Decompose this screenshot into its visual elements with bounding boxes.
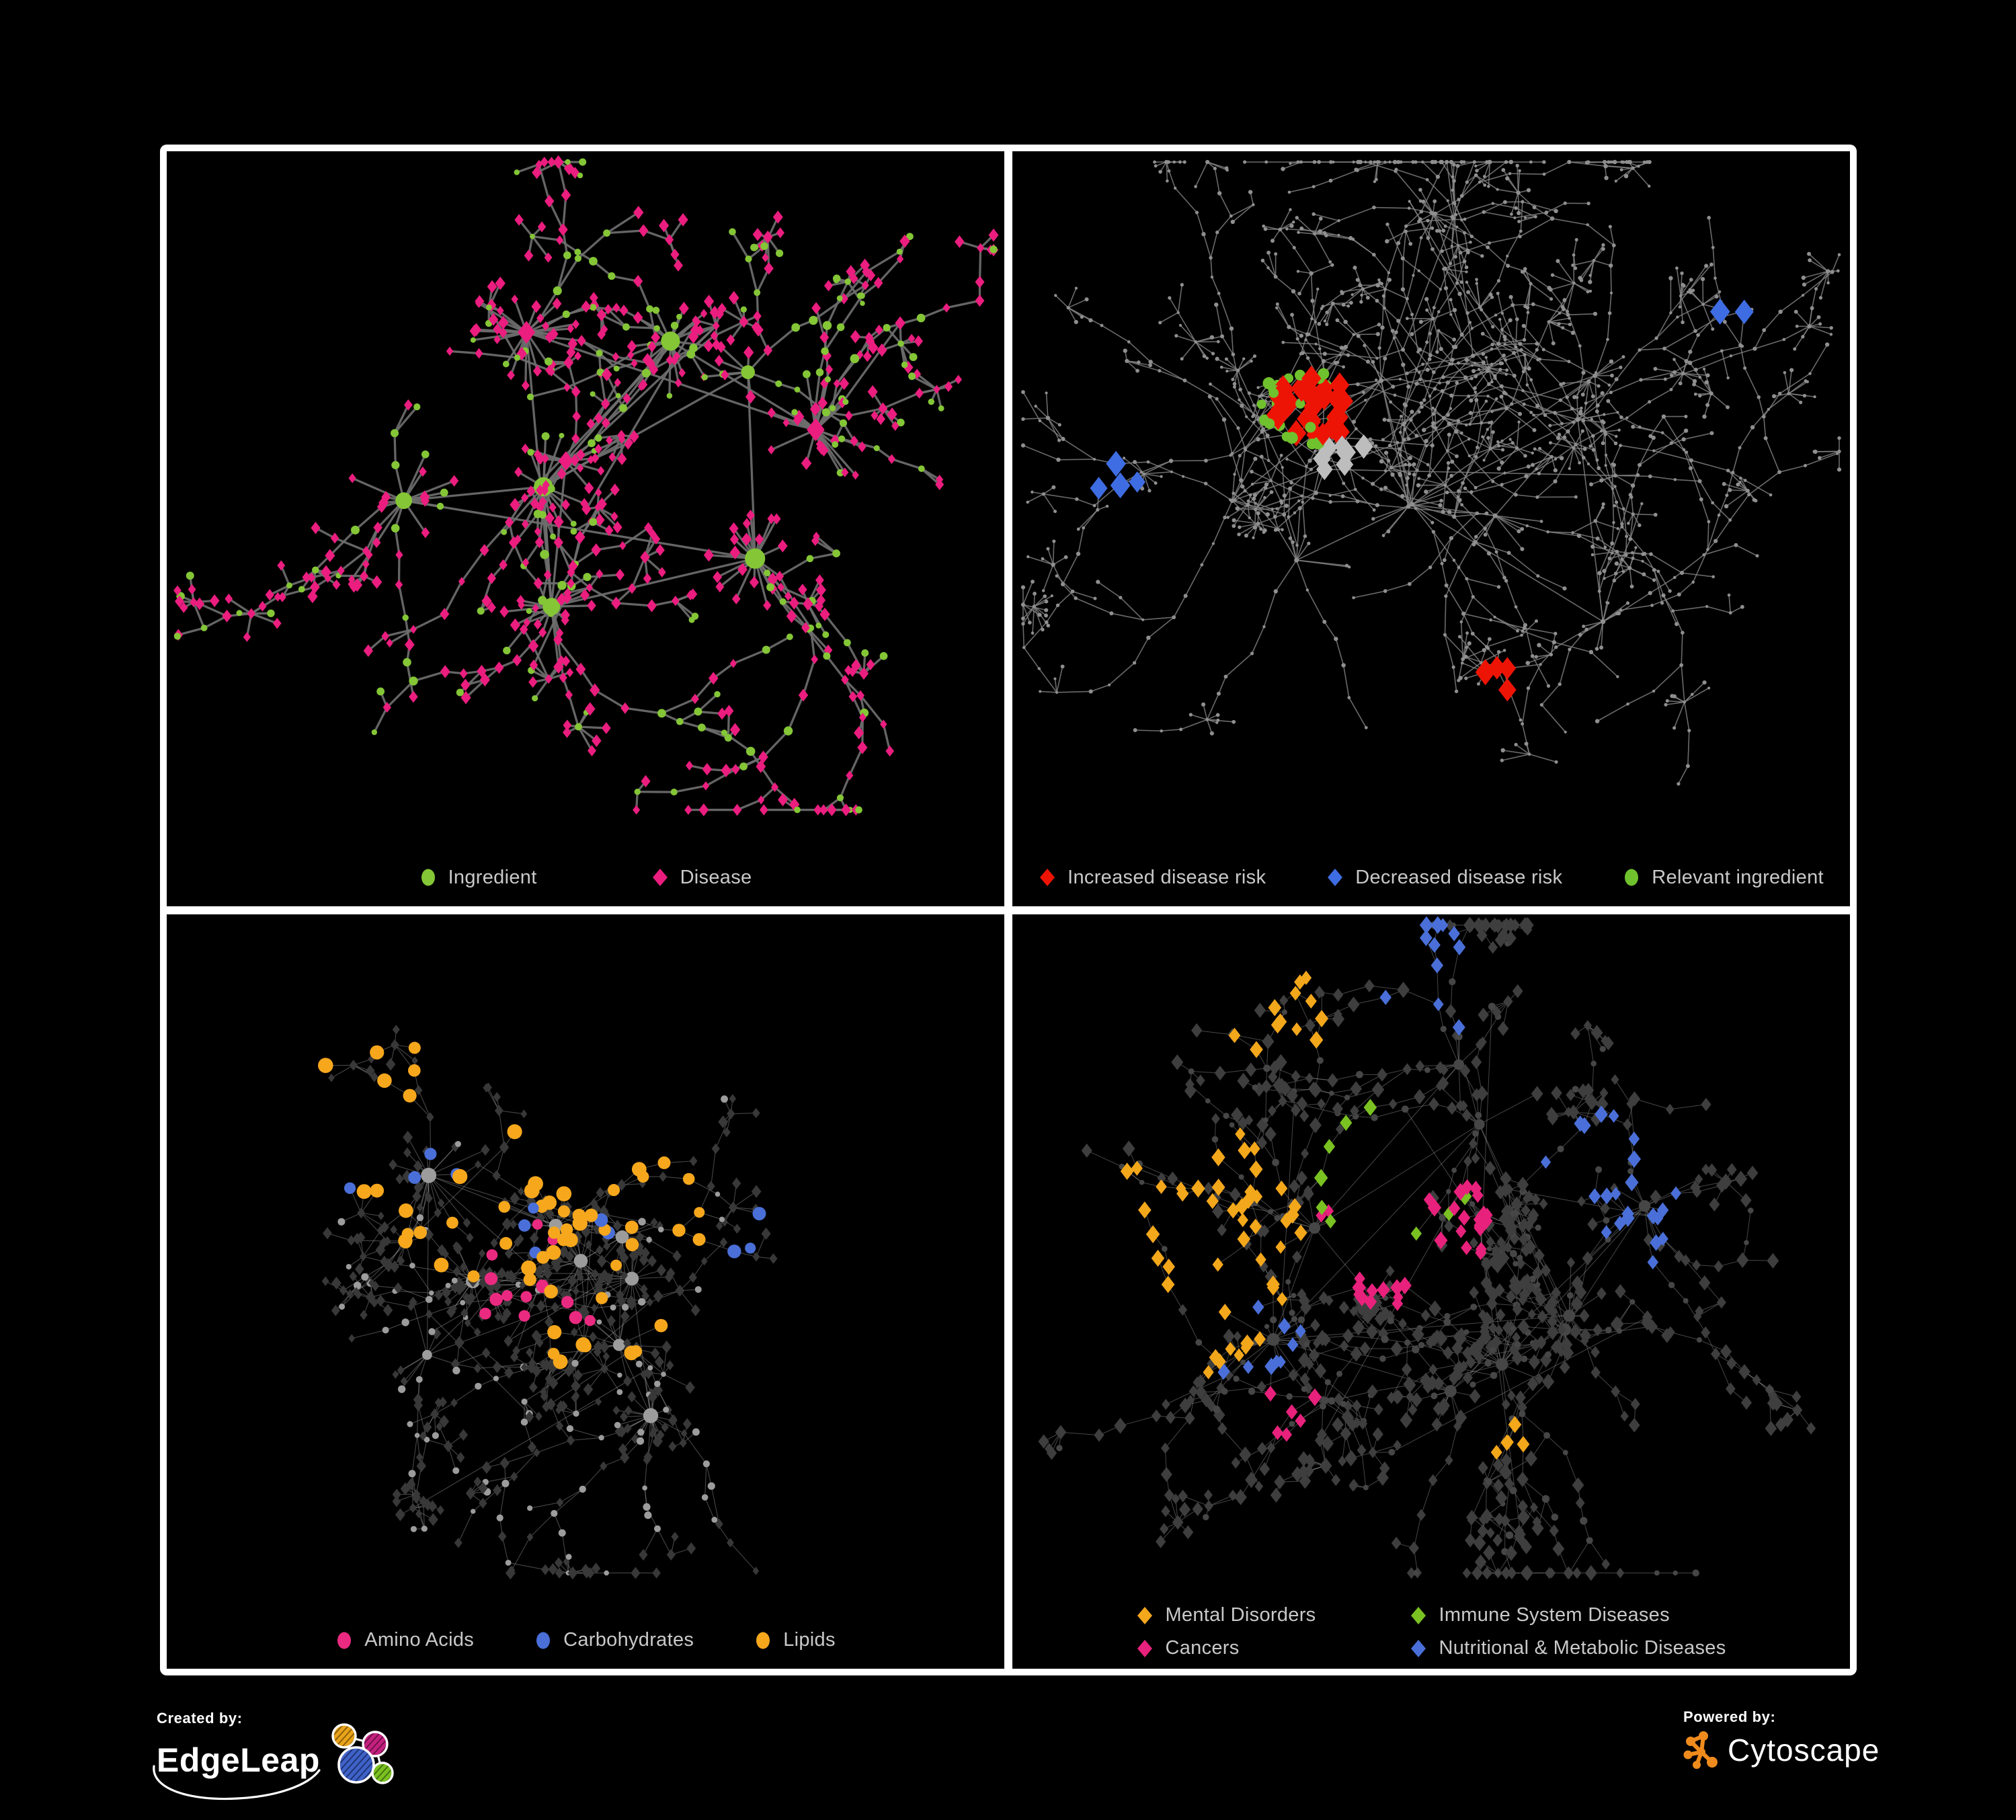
legend-disease-classes: Mental Disorders Immune System Diseases Ca…	[1012, 1604, 1850, 1659]
legend-diamond-icon	[1137, 1639, 1153, 1657]
legend-item-amino-acids: Amino Acids	[335, 1629, 474, 1651]
legend-diamond-icon	[1328, 869, 1343, 886]
panel-disease-risk: Increased disease risk Decreased disease …	[1012, 151, 1850, 906]
legend-ingredient-classes: Amino Acids Carbohydrates Lipids	[167, 1629, 1004, 1651]
legend-circle-icon	[536, 1632, 551, 1649]
edgeleap-brand-row: EdgeLeap	[153, 1723, 397, 1801]
legend-circle-icon	[421, 869, 435, 886]
edgeleap-brand: EdgeLeap	[157, 1741, 320, 1779]
legend-item-cancers: Cancers	[1136, 1637, 1316, 1659]
legend-label-increased-disease-risk: Increased disease risk	[1067, 866, 1266, 888]
legend-item-mental-disorders: Mental Disorders	[1136, 1604, 1316, 1626]
legend-label-mental-disorders: Mental Disorders	[1165, 1604, 1316, 1626]
cytoscape-brand-row: Cytoscape	[1683, 1730, 1880, 1770]
panel-ingredient-classes: Amino Acids Carbohydrates Lipids	[167, 914, 1004, 1669]
legend-label-cancers: Cancers	[1165, 1637, 1240, 1659]
legend-label-lipids: Lipids	[783, 1629, 836, 1651]
legend-ingredient-disease: Ingredient Disease	[167, 867, 1004, 889]
legend-item-carbohydrates: Carbohydrates	[534, 1629, 694, 1651]
legend-item-relevant-ingredient: Relevant ingredient	[1623, 867, 1824, 889]
figure-grid: Ingredient Disease Increased disease risk…	[160, 145, 1857, 1675]
legend-item-disease: Disease	[651, 867, 752, 889]
legend-diamond-icon	[652, 869, 668, 886]
powered-by-label: Powered by:	[1683, 1708, 1776, 1725]
legend-disease-risk: Increased disease risk Decreased disease …	[1012, 867, 1850, 889]
legend-label-disease: Disease	[680, 866, 752, 888]
legend-label-decreased-disease-risk: Decreased disease risk	[1355, 866, 1563, 888]
legend-item-decreased-disease-risk: Decreased disease risk	[1326, 867, 1562, 889]
panel-disease-classes: Mental Disorders Immune System Diseases Ca…	[1012, 914, 1850, 1669]
created-by-block: Created by: EdgeLeap	[153, 1710, 397, 1801]
network-graph-ingredient-classes	[318, 1024, 778, 1579]
legend-item-increased-disease-risk: Increased disease risk	[1039, 867, 1266, 889]
legend-item-ingredient: Ingredient	[419, 867, 537, 889]
legend-label-ingredient: Ingredient	[448, 866, 537, 888]
network-graph-disease-classes	[1038, 916, 1816, 1581]
legend-circle-icon	[756, 1632, 770, 1649]
created-by-label: Created by:	[157, 1710, 243, 1727]
legend-item-immune-system-diseases: Immune System Diseases	[1410, 1604, 1726, 1626]
powered-by-block: Powered by: Cytoscape	[1683, 1708, 1880, 1770]
legend-label-carbohydrates: Carbohydrates	[563, 1629, 694, 1651]
legend-diamond-icon	[1411, 1639, 1426, 1657]
edgeleap-logo-icon	[331, 1723, 394, 1784]
legend-item-nutritional-metabolic-diseases: Nutritional & Metabolic Diseases	[1410, 1637, 1726, 1659]
legend-circle-icon	[1625, 869, 1639, 886]
legend-circle-icon	[337, 1632, 352, 1649]
legend-label-relevant-ingredient: Relevant ingredient	[1652, 866, 1824, 888]
legend-item-lipids: Lipids	[754, 1629, 836, 1651]
legend-label-immune-system-diseases: Immune System Diseases	[1439, 1604, 1670, 1626]
cytoscape-brand: Cytoscape	[1728, 1733, 1880, 1768]
network-graph-ingredient-disease	[173, 155, 999, 817]
network-graph-disease-risk	[1020, 159, 1842, 786]
legend-diamond-icon	[1040, 869, 1055, 886]
cytoscape-logo-icon	[1683, 1731, 1718, 1769]
legend-diamond-icon	[1137, 1606, 1153, 1624]
legend-label-amino-acids: Amino Acids	[364, 1629, 475, 1651]
panel-ingredient-disease: Ingredient Disease	[167, 151, 1004, 906]
legend-diamond-icon	[1411, 1606, 1426, 1624]
legend-label-nutritional-metabolic-diseases: Nutritional & Metabolic Diseases	[1439, 1637, 1726, 1659]
